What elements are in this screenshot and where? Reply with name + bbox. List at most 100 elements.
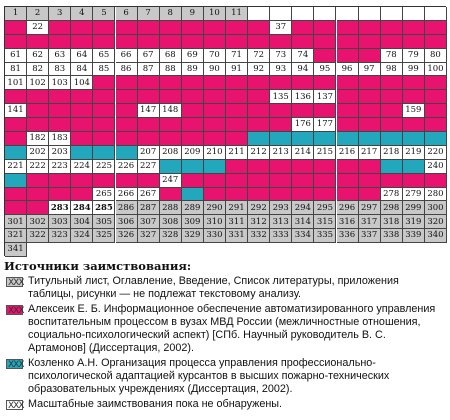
- page-cell: [71, 145, 94, 160]
- page-number: 69: [186, 49, 198, 60]
- page-number: 291: [228, 202, 245, 213]
- page-cell: 279: [402, 187, 425, 202]
- page-cell: 3: [49, 7, 72, 21]
- page-cell: [93, 145, 116, 160]
- page-cell: [49, 34, 72, 49]
- page-cell: [49, 104, 72, 119]
- page-cell: 267: [137, 187, 160, 202]
- page-cell: [402, 20, 425, 35]
- page-cell: [358, 104, 381, 119]
- legend-text-clean: Масштабные заимствования пока не обнаруж…: [28, 398, 283, 410]
- page-cell: 309: [181, 215, 204, 230]
- page-cell: 9: [181, 7, 204, 21]
- page-map-grid: 1 2 3 4 5 6 7 8 9 10 11 22 37 61 62 63 64 65 66 67 68 69 70 71 7…: [4, 6, 447, 257]
- page-cell: 212: [248, 145, 271, 160]
- page-cell: 98: [380, 62, 403, 77]
- page-number: 265: [95, 188, 113, 199]
- page-cell: 135: [270, 90, 293, 105]
- page-cell: 7: [137, 7, 160, 21]
- page-number: 66: [120, 49, 132, 60]
- page-cell: 92: [248, 62, 271, 77]
- page-number: 341: [7, 244, 24, 255]
- page-cell: 308: [159, 215, 182, 230]
- page-cell: [248, 76, 271, 91]
- page-cell: 182: [27, 132, 50, 146]
- page-number: 61: [10, 49, 21, 60]
- page-cell: 222: [27, 159, 50, 174]
- page-cell: [115, 90, 138, 105]
- page-cell: [71, 118, 94, 132]
- page-cell: [358, 132, 381, 146]
- page-number: 278: [383, 188, 400, 199]
- page-cell: [248, 159, 271, 174]
- page-number: 147: [140, 105, 157, 116]
- page-cell: [5, 201, 28, 216]
- page-number: 148: [162, 105, 179, 116]
- page-cell: [203, 132, 226, 146]
- page-cell: [203, 104, 226, 119]
- page-number: 62: [32, 49, 44, 60]
- page-cell: [203, 173, 226, 188]
- page-cell: 329: [181, 229, 204, 244]
- page-number: 224: [73, 160, 90, 171]
- page-cell: [27, 104, 50, 119]
- page-cell: 307: [137, 215, 160, 230]
- page-cell: 330: [203, 229, 226, 244]
- page-number: 135: [272, 91, 289, 102]
- page-cell: 82: [27, 62, 50, 77]
- page-cell: 8: [159, 7, 182, 21]
- page-cell: 293: [270, 201, 293, 216]
- page-cell: 220: [424, 145, 447, 160]
- page-number: 215: [316, 147, 334, 158]
- page-cell: 301: [5, 215, 28, 230]
- page-cell: [424, 34, 447, 49]
- page-cell: [93, 104, 116, 119]
- page-number: 96: [341, 63, 353, 74]
- page-cell: [358, 48, 381, 63]
- page-number: 87: [142, 63, 154, 74]
- page-number: 97: [363, 63, 375, 74]
- page-cell: 327: [137, 229, 160, 244]
- page-cell: 103: [49, 76, 72, 91]
- page-cell: 71: [226, 48, 249, 63]
- page-number: 68: [164, 49, 176, 60]
- page-number: 293: [272, 202, 289, 213]
- page-cell: [314, 173, 337, 188]
- page-number: 319: [405, 216, 422, 227]
- page-number: 182: [29, 133, 46, 144]
- page-cell: 318: [380, 215, 403, 230]
- page-cell: [336, 34, 359, 49]
- page-cell: 332: [248, 229, 271, 244]
- page-number: 209: [184, 147, 201, 158]
- page-cell: 37: [270, 20, 293, 35]
- page-cell: 183: [49, 132, 72, 146]
- page-cell: 265: [93, 187, 116, 202]
- page-cell: [292, 76, 315, 91]
- page-cell: 63: [49, 48, 72, 63]
- page-cell: [380, 104, 403, 119]
- page-cell: 10: [203, 7, 226, 21]
- page-number: 89: [186, 63, 198, 74]
- page-cell: 80: [424, 48, 447, 63]
- page-cell: 213: [270, 145, 293, 160]
- page-cell: 285: [93, 201, 116, 216]
- page-cell: [380, 132, 403, 146]
- page-cell: 217: [358, 145, 381, 160]
- page-cell: [402, 34, 425, 49]
- page-number: 337: [361, 230, 378, 241]
- page-cell: [380, 34, 403, 49]
- page-cell: [248, 187, 271, 202]
- page-cell: 310: [203, 215, 226, 230]
- page-cell: [314, 7, 337, 21]
- page-cell: [358, 7, 381, 21]
- page-number: 8: [167, 8, 173, 19]
- page-cell: 334: [292, 229, 315, 244]
- page-number: 88: [164, 63, 176, 74]
- page-cell: [424, 76, 447, 91]
- page-number: 329: [184, 230, 201, 241]
- page-number: 64: [76, 49, 88, 60]
- page-cell: [93, 20, 116, 35]
- page-cell: [137, 34, 160, 49]
- page-number: 73: [275, 49, 287, 60]
- page-number: 104: [73, 77, 90, 88]
